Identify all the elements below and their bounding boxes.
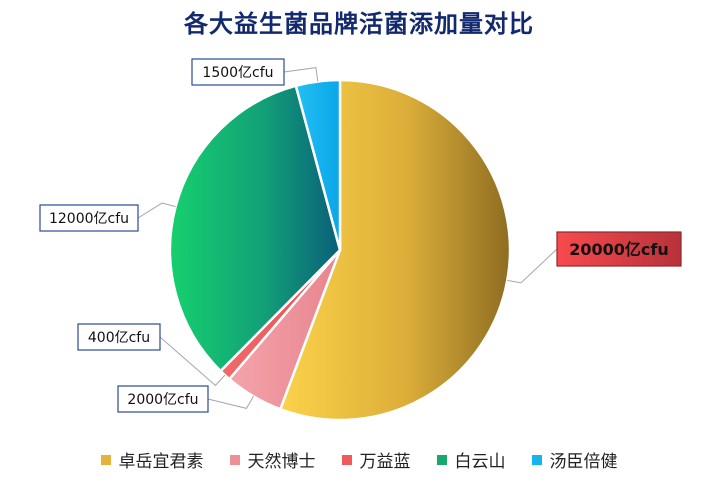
- data-label-wanyilan: 400亿cfu: [88, 330, 150, 346]
- legend-label-tianran-boshi: 天然博士: [247, 452, 316, 472]
- legend-swatch-tangchen-beijian: [531, 454, 542, 465]
- pie-slice-baiyunshan: [168, 84, 342, 373]
- legend-item-wanyilan: 万益蓝: [341, 447, 411, 472]
- legend-item-tianran-boshi: 天然博士: [229, 447, 316, 472]
- legend-label-tangchen-beijian: 汤臣倍健: [549, 452, 618, 472]
- legend-item-baiyunshan: 白云山: [436, 447, 506, 472]
- data-label-tangchen-beijian: 1500亿cfu: [202, 65, 273, 81]
- leader-line-wanyilan: [159, 336, 226, 387]
- legend-item-tangchen-beijian: 汤臣倍健: [531, 447, 618, 472]
- legend-swatch-wanyilan: [341, 454, 352, 465]
- data-label-box-tianran-boshi: [117, 385, 209, 413]
- data-label-baiyunshan: 12000亿cfu: [49, 211, 129, 227]
- leader-line-tianran-boshi: [207, 396, 254, 409]
- legend-item-zhuoyue-yijunsu: 卓岳宜君素: [100, 447, 204, 472]
- chart-legend: 卓岳宜君素 天然博士 万益蓝 白云山 汤臣倍健: [0, 447, 718, 472]
- data-label-box-zhuoyue-yijunsu: [556, 231, 682, 267]
- legend-label-wanyilan: 万益蓝: [359, 452, 411, 472]
- data-label-box-wanyilan: [77, 323, 161, 351]
- leader-line-zhuoyue-yijunsu: [507, 248, 558, 284]
- pie-slice-zhuoyue-yijunsu: [278, 78, 512, 422]
- pie-slice-tangchen-beijian: [294, 78, 342, 251]
- legend-swatch-zhuoyue-yijunsu: [100, 454, 111, 465]
- leader-line-tangchen-beijian: [283, 67, 319, 82]
- chart-title: 各大益生菌品牌活菌添加量对比: [184, 10, 534, 38]
- leader-line-baiyunshan: [137, 202, 176, 219]
- data-label-box-tangchen-beijian: [191, 58, 285, 86]
- legend-swatch-baiyunshan: [436, 454, 447, 465]
- data-label-box-baiyunshan: [39, 204, 139, 232]
- legend-swatch-tianran-boshi: [229, 454, 240, 465]
- data-label-tianran-boshi: 2000亿cfu: [127, 392, 198, 408]
- legend-label-zhuoyue-yijunsu: 卓岳宜君素: [118, 452, 204, 472]
- legend-label-baiyunshan: 白云山: [454, 452, 506, 472]
- data-label-zhuoyue-yijunsu: 20000亿cfu: [569, 240, 669, 259]
- pie-chart: 20000亿cfu 2000亿cfu 400亿cfu 12000亿cfu 1500亿cf…: [39, 58, 682, 422]
